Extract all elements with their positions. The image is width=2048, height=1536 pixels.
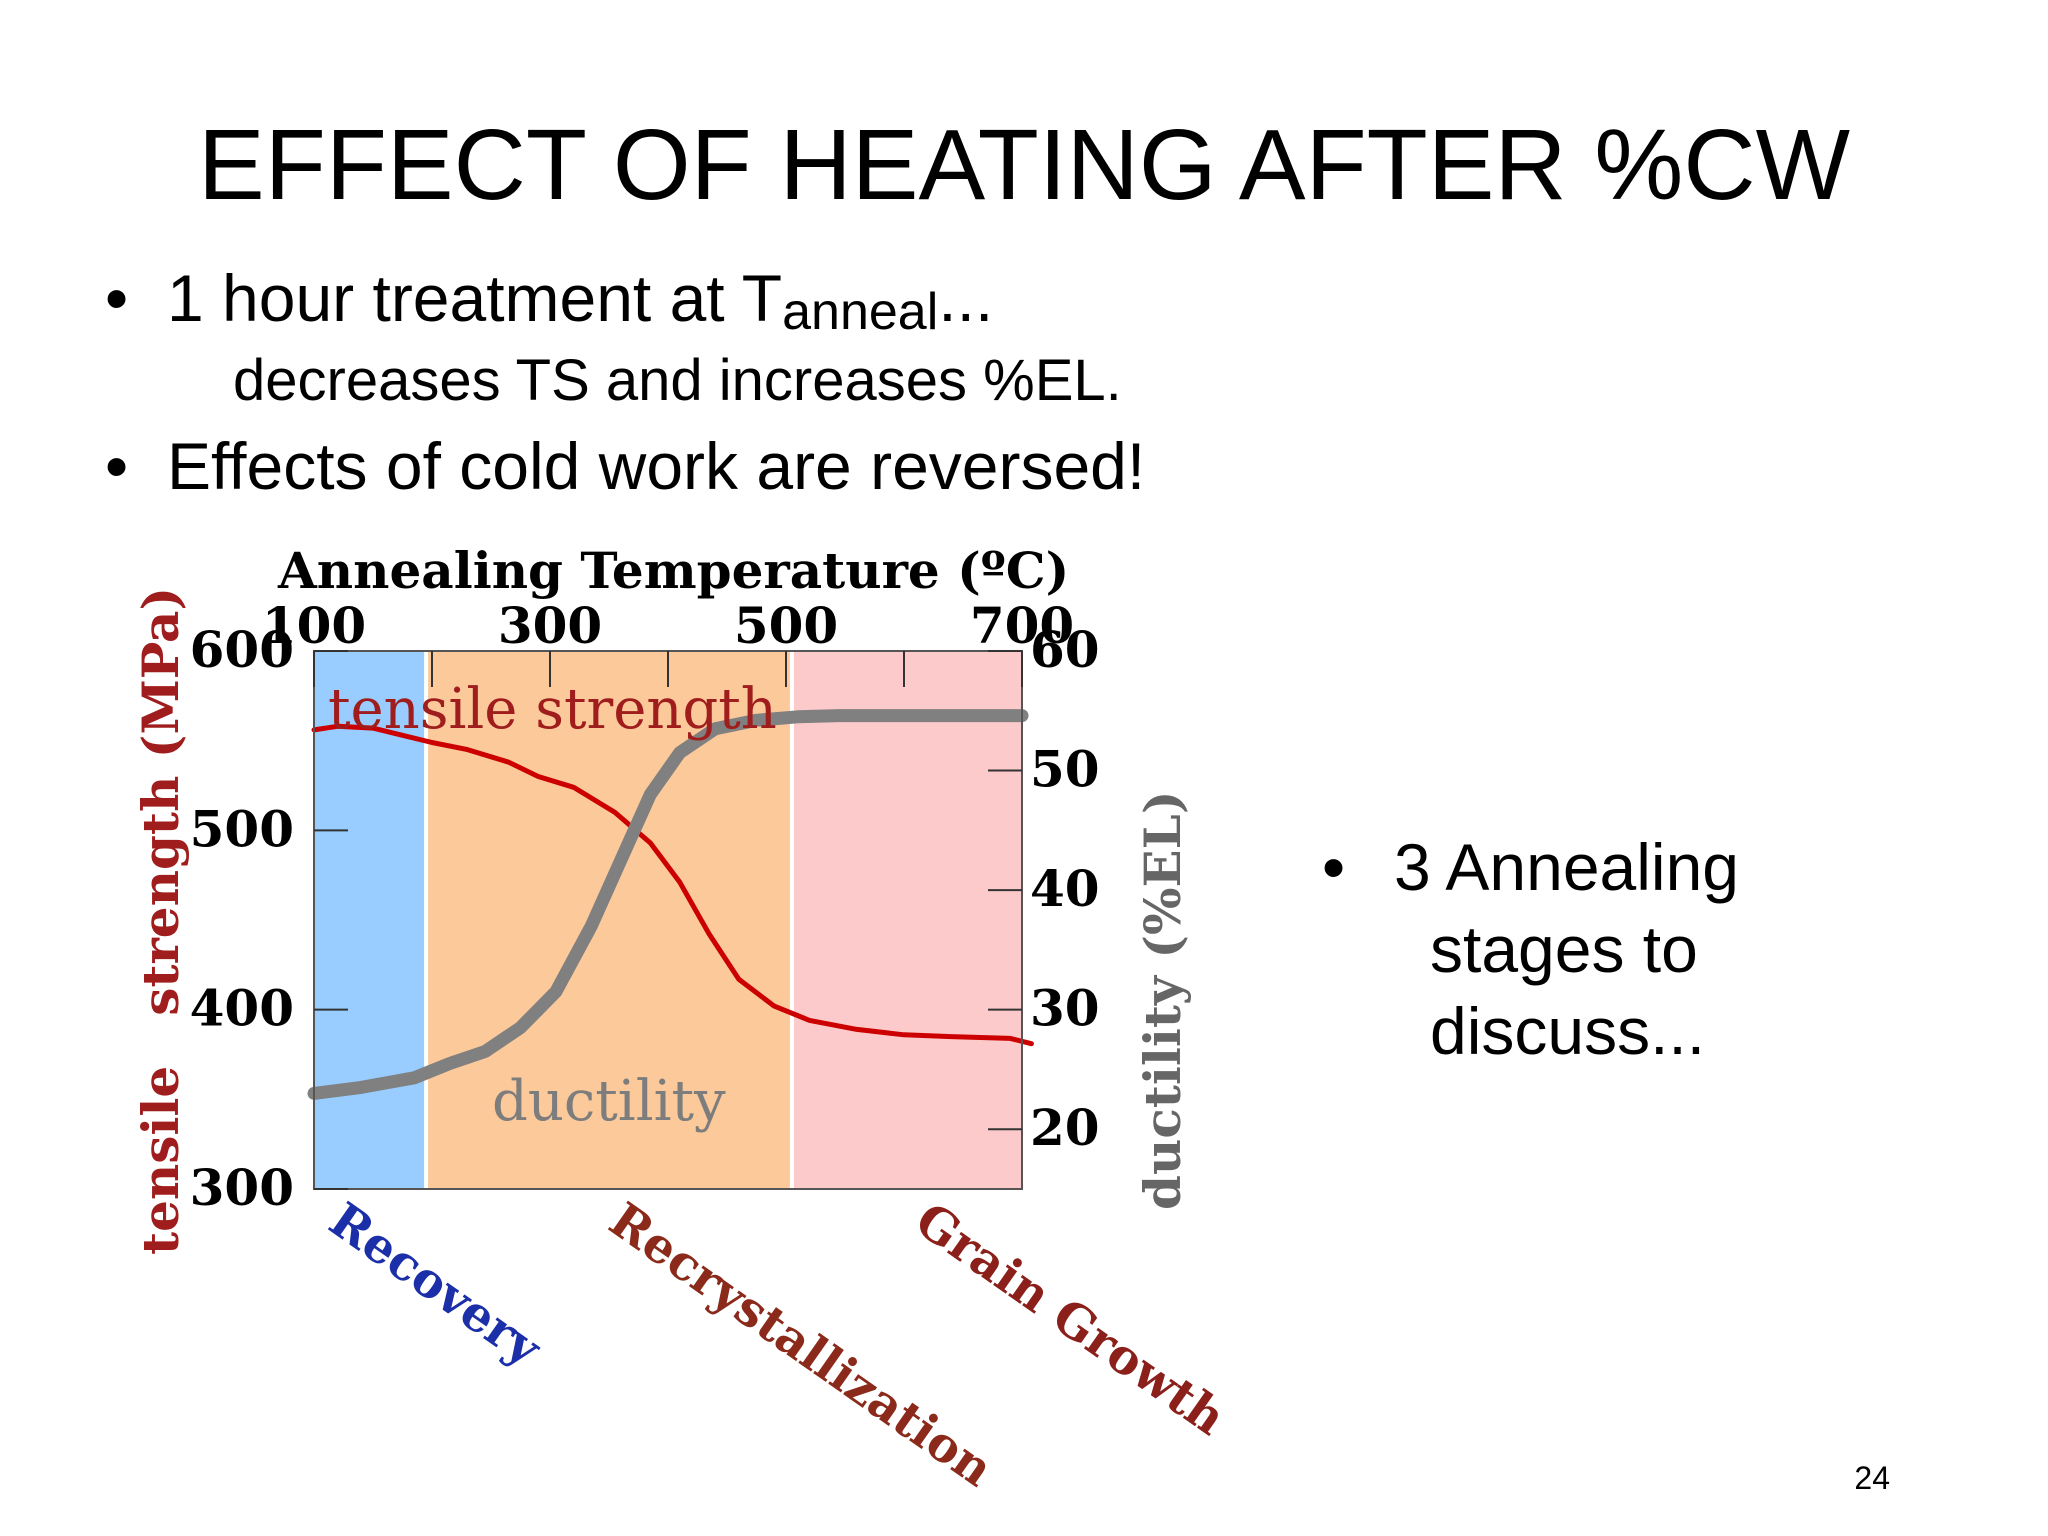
- region-label-grain-growth: Grain Growth: [905, 1192, 1235, 1447]
- x-tick-label: 300: [498, 596, 602, 655]
- y-right-tick-label: 40: [1030, 859, 1100, 918]
- y-right-tick-label: 50: [1030, 740, 1100, 799]
- bullet-1-continuation: decreases TS and increases %EL.: [233, 348, 1122, 413]
- bullet-1-subscript: anneal: [782, 283, 939, 341]
- x-tick-label: 500: [734, 596, 838, 655]
- y-axis-label-left-part-2: strength (MPa): [131, 587, 190, 1016]
- bullet-marker: •: [1322, 830, 1346, 904]
- y-right-tick-label: 30: [1030, 979, 1100, 1038]
- region-recovery: [314, 651, 427, 1189]
- bullet-2: • Effects of cold work are reversed!: [105, 426, 1145, 506]
- bullet-1-tail: ...: [938, 261, 994, 335]
- x-tick-label: 100: [262, 596, 366, 655]
- y-axis-label-left-part-1: tensile: [131, 1066, 190, 1255]
- y-left-tick-label: 600: [190, 620, 294, 679]
- y-left-tick-label: 300: [190, 1158, 294, 1217]
- region-label-recovery: Recovery: [319, 1192, 552, 1379]
- page-number: 24: [1854, 1460, 1890, 1496]
- series-label-tensile-strength: tensile strength: [328, 677, 777, 742]
- side-note-text-1: 3 Annealing: [1394, 830, 1739, 904]
- x-axis-label: Annealing Temperature (ºC): [277, 541, 1069, 600]
- svg-text:tensilestrength (MPa): tensile strength (MPa): [131, 587, 190, 1255]
- side-note-line-1: • 3 Annealing: [1322, 826, 1739, 908]
- bullet-1-text: 1 hour treatment at T: [167, 261, 783, 335]
- region-recrystallization: [426, 651, 792, 1189]
- y-left-tick-label: 500: [190, 799, 294, 858]
- side-note-line-3: discuss...: [1430, 994, 1706, 1068]
- y-right-tick-label: 20: [1030, 1098, 1100, 1157]
- y-left-tick-label: 400: [190, 979, 294, 1038]
- region-grain-growth: [791, 651, 1022, 1189]
- series-label-ductility: ductility: [492, 1069, 726, 1134]
- series-line-tensile-strength: [311, 723, 1034, 1047]
- bullet-marker: •: [105, 261, 129, 335]
- side-note: • 3 Annealing stages to discuss...: [1322, 826, 1739, 1072]
- bullet-2-text: Effects of cold work are reversed!: [167, 429, 1146, 503]
- bullet-1: • 1 hour treatment at Tanneal...: [105, 258, 993, 352]
- side-note-line-2: stages to: [1430, 912, 1698, 986]
- y-right-tick-label: 60: [1030, 620, 1100, 679]
- x-tick-label: 700: [970, 596, 1074, 655]
- series-line-ductility: [307, 709, 1029, 1100]
- slide-title: EFFECT OF HEATING AFTER %CW: [198, 109, 1850, 221]
- bullet-marker: •: [105, 429, 129, 503]
- y-axis-label-right: ductility (%EL): [1133, 791, 1192, 1210]
- y-axis-label-left: tensile strength (MPa): [131, 587, 190, 1255]
